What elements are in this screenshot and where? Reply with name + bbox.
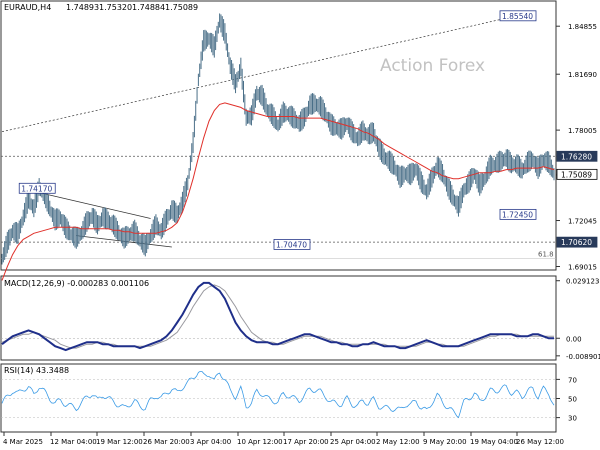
x-tick-label: 2 May 12:00 [376, 438, 420, 446]
x-tick-label: 26 Mar 20:00 [143, 438, 190, 446]
x-tick-label: 19 May 04:00 [470, 438, 518, 446]
price-tag-box [556, 236, 598, 248]
price-ytick-label: 1.81690 [568, 71, 597, 79]
rsi-title: RSI(14) 43.3488 [4, 366, 69, 375]
macd-panel-frame [0, 275, 557, 361]
macd-panel: 0.029123 0.00 -0.008901 [1, 278, 600, 361]
price-title: EURAUD,H4 [4, 3, 51, 12]
x-axis: 4 Mar 2025 12 Mar 04:00 19 Mar 12:00 26 Mar… [3, 432, 564, 446]
macd-main-line [1, 281, 554, 352]
price-tag-box [556, 150, 598, 162]
price-annotation-label: 1.74170 [21, 184, 52, 193]
rsi-line [1, 371, 555, 419]
x-tick-label: 4 Mar 2025 [3, 438, 43, 446]
price-ytick-label: 1.84855 [568, 23, 597, 31]
price-ytick-label: 1.72045 [568, 218, 597, 226]
x-tick-label: 10 Apr 12:00 [237, 438, 283, 446]
watermark: Action Forex [380, 56, 485, 76]
ohlc-low: 1.74884 [132, 3, 165, 12]
x-tick-label: 3 Apr 04:00 [190, 438, 231, 446]
ohlc-close: 1.75089 [165, 3, 198, 12]
price-annotation-box [499, 10, 537, 22]
price-tag-label: 1.75089 [561, 170, 592, 179]
macd-ytick-label: 0.029123 [566, 278, 599, 286]
price-annotation-box [18, 182, 56, 194]
wedge-upper-line [28, 189, 151, 219]
ohlc-open: 1.74893 [66, 3, 99, 12]
price-annotation-label: 1.70470 [276, 240, 307, 249]
fib-label: 61.8 [538, 250, 554, 258]
x-tick-label: 19 Mar 12:00 [96, 438, 143, 446]
x-tick-label: 17 Apr 20:00 [283, 438, 329, 446]
price-panel: 1.848551.816901.780051.750511.720451.690… [1, 10, 598, 281]
moving-average-line [1, 102, 555, 281]
x-tick-label: 9 May 20:00 [423, 438, 467, 446]
macd-ytick-label: 0.00 [566, 335, 582, 343]
rsi-ytick-label: 70 [568, 376, 577, 384]
rsi-panel: 70 50 30 [1, 371, 577, 423]
price-tag-box [556, 168, 598, 180]
x-tick-label: 12 Mar 04:00 [50, 438, 97, 446]
price-panel-frame [0, 0, 557, 271]
x-tick-label: 25 Apr 04:00 [330, 438, 376, 446]
ohlc-high: 1.75320 [99, 3, 132, 12]
price-tag-label: 1.70620 [561, 238, 592, 247]
price-annotation-label: 1.85540 [502, 12, 533, 21]
price-tag-label: 1.76280 [561, 152, 592, 161]
rsi-ytick-label: 50 [568, 396, 577, 404]
macd-title: MACD(12,26,9) -0.000283 0.001106 [4, 279, 149, 288]
price-annotation-label: 1.72450 [502, 210, 533, 219]
macd-ytick-label: -0.008901 [566, 353, 600, 361]
x-tick-label: 26 May 12:00 [516, 438, 564, 446]
price-ytick-label: 1.69015 [568, 263, 597, 271]
rsi-ytick-label: 30 [568, 415, 577, 423]
price-annotation-box [499, 208, 537, 220]
price-ytick-label: 1.78005 [568, 127, 597, 135]
price-annotation-box [273, 239, 311, 250]
